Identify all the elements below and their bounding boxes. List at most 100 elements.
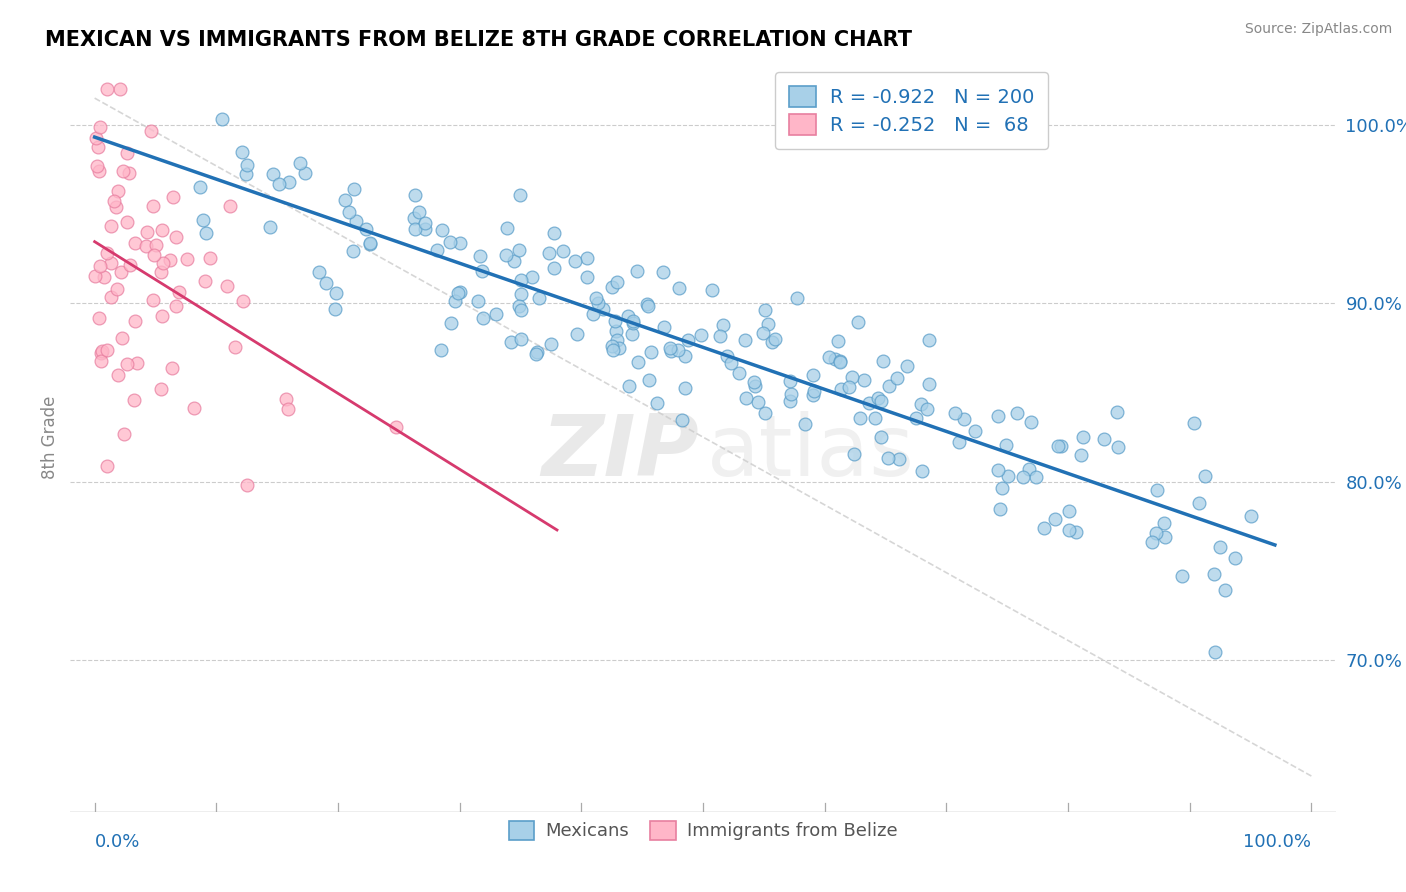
Point	[1019, 415, 1042, 429]
Point	[1154, 530, 1177, 544]
Point	[602, 343, 624, 358]
Point	[905, 411, 928, 425]
Point	[1018, 462, 1040, 476]
Point	[700, 283, 723, 297]
Point	[142, 293, 165, 307]
Point	[576, 269, 599, 284]
Point	[690, 328, 713, 343]
Point	[342, 244, 364, 259]
Point	[658, 341, 681, 355]
Point	[640, 345, 662, 359]
Point	[176, 252, 198, 267]
Point	[711, 318, 734, 332]
Point	[277, 175, 299, 189]
Point	[100, 289, 122, 303]
Point	[637, 299, 659, 313]
Point	[96, 82, 118, 96]
Point	[606, 275, 628, 289]
Point	[524, 347, 547, 361]
Point	[765, 332, 787, 346]
Point	[565, 326, 588, 341]
Point	[780, 387, 803, 401]
Point	[100, 219, 122, 233]
Point	[107, 368, 129, 382]
Point	[1012, 470, 1035, 484]
Point	[734, 333, 756, 347]
Point	[828, 354, 851, 368]
Point	[870, 393, 893, 408]
Point	[112, 426, 135, 441]
Point	[346, 214, 368, 228]
Text: 100.0%: 100.0%	[1243, 833, 1312, 851]
Point	[262, 167, 284, 181]
Point	[104, 200, 127, 214]
Point	[236, 158, 259, 172]
Point	[135, 238, 157, 252]
Point	[111, 331, 134, 345]
Point	[527, 291, 550, 305]
Point	[824, 352, 846, 367]
Point	[526, 345, 548, 359]
Point	[848, 315, 870, 329]
Point	[652, 320, 675, 334]
Point	[224, 341, 246, 355]
Point	[96, 246, 118, 260]
Point	[858, 396, 880, 410]
Point	[115, 145, 138, 160]
Point	[872, 353, 894, 368]
Point	[335, 193, 357, 207]
Point	[918, 333, 941, 347]
Point	[115, 357, 138, 371]
Y-axis label: 8th Grade: 8th Grade	[41, 395, 59, 479]
Point	[150, 309, 173, 323]
Point	[586, 296, 609, 310]
Point	[496, 221, 519, 235]
Point	[645, 396, 668, 410]
Point	[86, 159, 108, 173]
Point	[607, 341, 630, 355]
Point	[886, 371, 908, 385]
Point	[803, 384, 825, 399]
Point	[508, 299, 530, 313]
Point	[1144, 526, 1167, 541]
Text: ZIP: ZIP	[541, 410, 699, 493]
Point	[90, 354, 112, 368]
Point	[1153, 516, 1175, 531]
Point	[91, 344, 114, 359]
Point	[89, 120, 111, 134]
Point	[553, 244, 575, 258]
Point	[844, 447, 866, 461]
Point	[963, 424, 986, 438]
Point	[404, 211, 426, 225]
Point	[537, 245, 560, 260]
Point	[948, 435, 970, 450]
Point	[385, 420, 408, 434]
Point	[540, 337, 562, 351]
Text: 0.0%: 0.0%	[94, 833, 141, 851]
Point	[503, 254, 526, 268]
Point	[621, 326, 644, 341]
Point	[337, 205, 360, 219]
Point	[877, 379, 900, 393]
Point	[495, 248, 517, 262]
Point	[139, 124, 162, 138]
Point	[606, 333, 628, 347]
Point	[1105, 404, 1128, 418]
Point	[997, 469, 1019, 483]
Point	[84, 131, 107, 145]
Point	[617, 309, 640, 323]
Point	[127, 355, 149, 369]
Point	[145, 238, 167, 252]
Point	[652, 265, 675, 279]
Point	[617, 379, 640, 393]
Point	[1184, 417, 1206, 431]
Point	[343, 182, 366, 196]
Point	[1064, 524, 1087, 539]
Point	[636, 297, 658, 311]
Point	[1092, 432, 1115, 446]
Point	[849, 411, 872, 425]
Point	[592, 301, 614, 316]
Point	[84, 269, 107, 284]
Point	[742, 375, 765, 389]
Point	[621, 314, 644, 328]
